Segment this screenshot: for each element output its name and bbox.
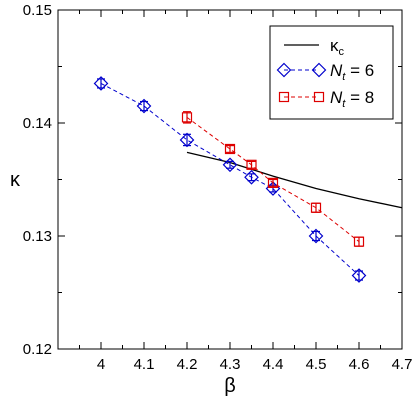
data-point <box>246 159 257 170</box>
legend-nt8-marker-left <box>278 91 290 103</box>
legend-nt8-label: Nt = 8 <box>330 88 374 110</box>
data-point <box>244 169 259 185</box>
data-point <box>308 228 324 244</box>
x-tick-label: 4.7 <box>392 356 413 373</box>
data-point <box>179 132 195 148</box>
series-0-line <box>100 83 360 276</box>
data-point <box>136 98 152 114</box>
legend-nt6-label: Nt = 6 <box>330 61 374 83</box>
legend: κc Nt = 6 Nt = 8 <box>269 25 394 120</box>
y-tick-label: 0.13 <box>23 228 52 245</box>
data-point <box>267 177 279 188</box>
x-axis-label: β <box>224 375 236 397</box>
series-1-line <box>186 116 360 243</box>
y-tick-label: 0.15 <box>23 2 52 19</box>
data-point <box>224 143 236 155</box>
legend-nt6-marker-left <box>276 62 292 78</box>
x-tick-label: 4 <box>97 356 105 373</box>
data-point <box>93 76 109 91</box>
data-point <box>310 202 322 213</box>
y-tick-label: 0.14 <box>23 115 52 132</box>
legend-box <box>269 25 394 120</box>
data-point <box>351 268 367 283</box>
axis-ticks: 4 4.1 4.2 4.3 4.4 4.5 4.6 4.7 0.12 0.13 0.14 0.15 <box>23 2 413 373</box>
legend-kappa-c-label: κc <box>330 36 345 58</box>
kappa-c-curve <box>186 151 403 209</box>
x-tick-label: 4.5 <box>306 356 327 373</box>
legend-nt6-marker-right <box>311 62 327 78</box>
kappa-c-line <box>186 151 403 209</box>
legend-nt8-marker-right <box>313 91 325 103</box>
data-series <box>93 76 367 283</box>
y-tick-label: 0.12 <box>23 341 52 358</box>
data-point <box>353 236 365 247</box>
x-tick-label: 4.4 <box>263 356 284 373</box>
x-tick-label: 4.2 <box>177 356 198 373</box>
x-tick-label: 4.1 <box>134 356 155 373</box>
x-tick-label: 4.3 <box>220 356 241 373</box>
data-point <box>222 157 238 173</box>
y-axis-label: κ <box>10 169 21 191</box>
data-point <box>181 112 193 123</box>
legend-markers <box>276 62 327 103</box>
x-tick-label: 4.6 <box>349 356 370 373</box>
